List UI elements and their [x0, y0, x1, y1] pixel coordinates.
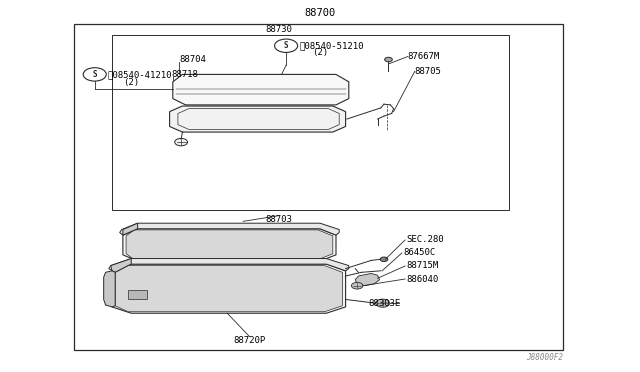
Text: 87667M: 87667M [407, 52, 439, 61]
Text: S: S [284, 41, 289, 50]
Polygon shape [123, 229, 336, 261]
Polygon shape [109, 259, 349, 271]
Text: 886040: 886040 [406, 275, 438, 283]
Polygon shape [355, 273, 380, 286]
Text: 88700: 88700 [305, 8, 335, 18]
Polygon shape [173, 74, 349, 105]
Text: J88000F2: J88000F2 [526, 353, 563, 362]
Polygon shape [115, 266, 342, 312]
Text: S: S [92, 70, 97, 79]
Bar [112, 35, 509, 210]
Circle shape [175, 138, 188, 146]
Text: 88704: 88704 [179, 55, 206, 64]
Circle shape [385, 57, 392, 62]
Text: 88705: 88705 [415, 67, 442, 76]
Text: 88718: 88718 [172, 70, 198, 79]
Polygon shape [126, 230, 333, 260]
Text: 88303E: 88303E [368, 299, 400, 308]
Polygon shape [120, 223, 339, 235]
Circle shape [351, 282, 363, 289]
Polygon shape [123, 223, 138, 235]
Text: Ⓝ08540-41210: Ⓝ08540-41210 [108, 70, 172, 79]
Circle shape [376, 299, 390, 307]
Polygon shape [112, 264, 346, 313]
Bar [74, 24, 563, 350]
Circle shape [380, 257, 388, 262]
Polygon shape [170, 106, 346, 132]
Polygon shape [128, 290, 147, 299]
Text: 88720P: 88720P [234, 336, 266, 345]
Text: 88730: 88730 [265, 25, 292, 34]
Polygon shape [104, 271, 115, 307]
Text: 86450C: 86450C [403, 248, 435, 257]
Text: (2): (2) [312, 48, 328, 57]
Text: 88715M: 88715M [406, 262, 438, 270]
Text: (2): (2) [124, 78, 140, 87]
Text: 88703: 88703 [266, 215, 292, 224]
Text: Ⓝ08540-51210: Ⓝ08540-51210 [300, 41, 364, 50]
Polygon shape [111, 259, 131, 272]
Text: SEC.280: SEC.280 [406, 235, 444, 244]
